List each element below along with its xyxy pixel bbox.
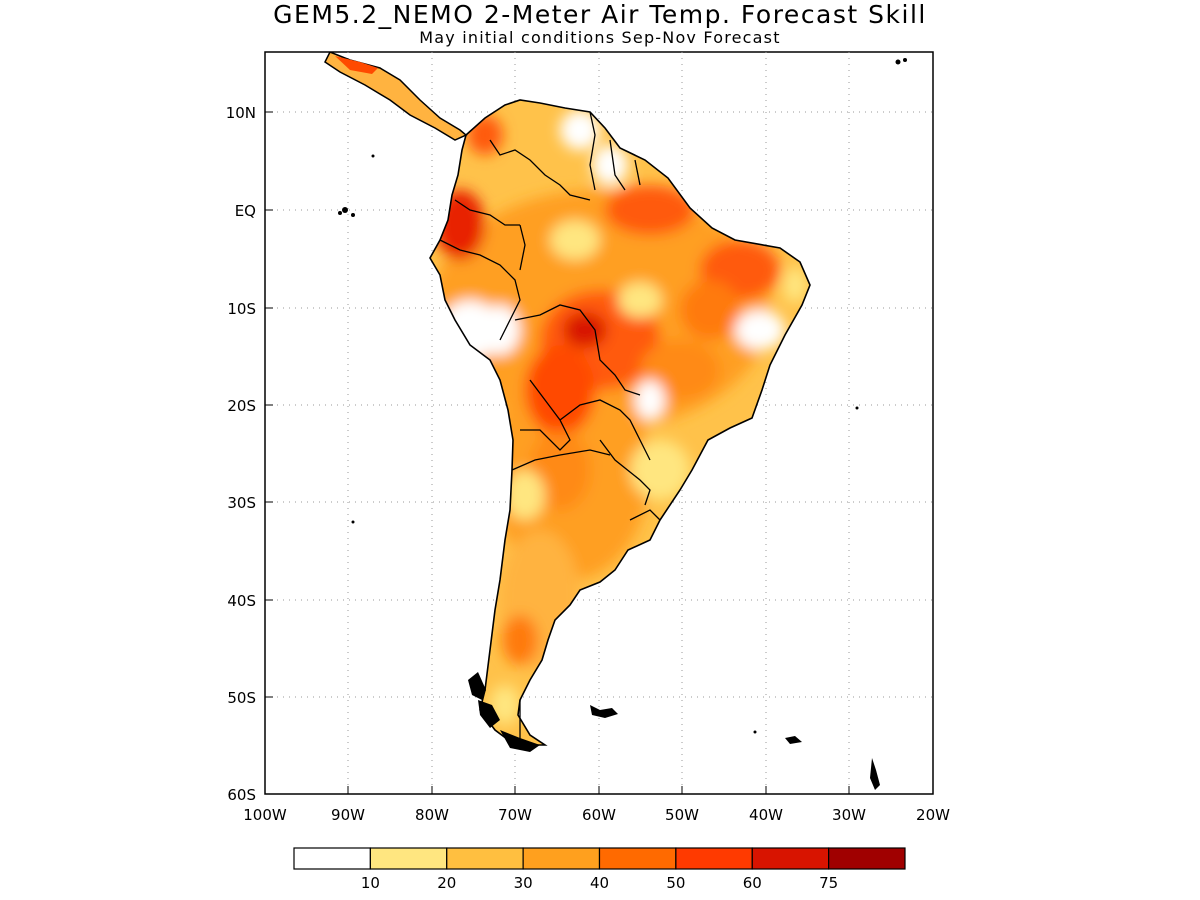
- map-subtitle: May initial conditions Sep-Nov Forecast: [419, 28, 781, 47]
- colorbar-swatch: [598, 847, 677, 870]
- colorbar-swatch: [522, 847, 601, 870]
- colorbar-swatch: [293, 847, 371, 870]
- colorbar-swatch: [828, 847, 906, 870]
- lat-labels: 10N EQ 10S 20S 30S 40S 50S 60S: [226, 104, 256, 804]
- lon-labels: 100W 90W 80W 70W 60W 50W 40W 30W 20W: [243, 806, 950, 824]
- colorbar-label: 10: [361, 874, 380, 892]
- lon-label-80w: 80W: [415, 806, 449, 824]
- lat-label-50s: 50S: [227, 689, 256, 707]
- lon-ticks: [264, 111, 934, 794]
- colorbar-label: 75: [819, 874, 838, 892]
- coastline: [429, 99, 811, 746]
- islands: [338, 58, 907, 790]
- colorbar-label: 40: [590, 874, 609, 892]
- lat-label-40s: 40S: [227, 592, 256, 610]
- colorbar-label: 30: [514, 874, 533, 892]
- lon-label-20w: 20W: [916, 806, 950, 824]
- lat-label-30s: 30S: [227, 494, 256, 512]
- colorbar-swatch: [369, 847, 448, 870]
- lon-label-40w: 40W: [749, 806, 783, 824]
- colorbar-label: 50: [666, 874, 685, 892]
- central-america-skill: [335, 56, 378, 74]
- country-borders: [439, 111, 661, 745]
- colorbar-label: 20: [437, 874, 456, 892]
- lon-label-50w: 50W: [665, 806, 699, 824]
- lon-label-30w: 30W: [832, 806, 866, 824]
- lat-label-20s: 20S: [227, 397, 256, 415]
- lat-label-eq: EQ: [235, 202, 256, 220]
- colorbar-label: 60: [743, 874, 762, 892]
- colorbar-swatch: [751, 847, 830, 870]
- lon-label-60w: 60W: [582, 806, 616, 824]
- colorbar: 10 20 30 40 50 60 75: [293, 847, 906, 892]
- central-america: [324, 52, 468, 141]
- lat-label-60s: 60S: [227, 786, 256, 804]
- lon-label-90w: 90W: [331, 806, 365, 824]
- lon-label-70w: 70W: [498, 806, 532, 824]
- colorbar-swatch: [446, 847, 524, 870]
- lat-label-10s: 10S: [227, 300, 256, 318]
- lat-label-10n: 10N: [226, 104, 256, 122]
- map-title: GEM5.2_NEMO 2-Meter Air Temp. Forecast S…: [273, 0, 927, 29]
- lon-label-100w: 100W: [243, 806, 287, 824]
- colorbar-swatch: [675, 847, 753, 870]
